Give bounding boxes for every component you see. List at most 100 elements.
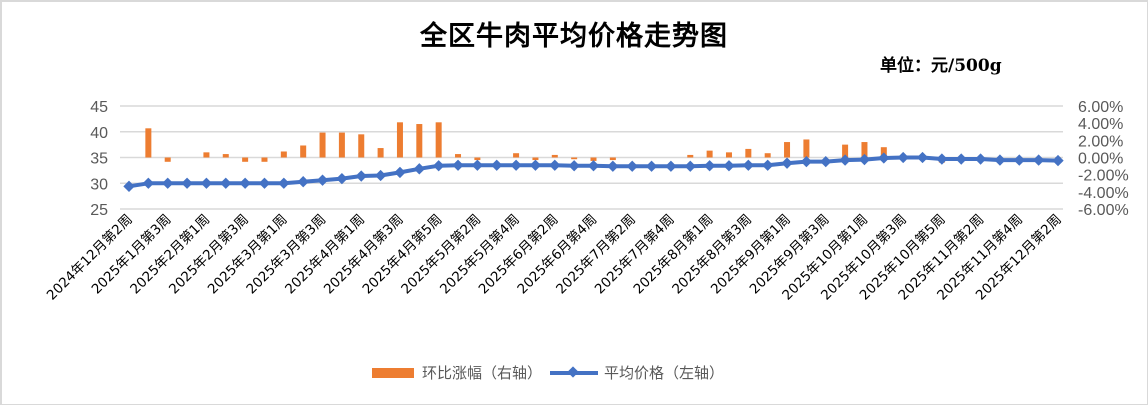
- price-marker: [1052, 154, 1064, 167]
- legend-bar-swatch: [372, 367, 414, 378]
- price-marker: [665, 160, 677, 172]
- bar: [203, 152, 210, 158]
- price-marker: [491, 159, 503, 171]
- price-marker: [936, 153, 948, 165]
- price-marker: [394, 166, 406, 179]
- bar: [590, 157, 597, 161]
- y-left-tick: 30: [90, 176, 108, 193]
- price-marker: [820, 155, 832, 168]
- y-right-tick: 2.00%: [1078, 133, 1123, 150]
- price-marker: [839, 154, 851, 166]
- price-marker: [645, 160, 658, 172]
- legend-line-swatch: [550, 370, 599, 375]
- bar: [280, 151, 287, 158]
- price-marker: [974, 153, 987, 165]
- chart-title: 全区牛肉平均价格走势图: [420, 21, 728, 52]
- y-left-tick: 40: [90, 125, 108, 142]
- bar: [377, 148, 384, 158]
- y-right-tick: -6.00%: [1078, 202, 1129, 219]
- y-right-tick: 6.00%: [1078, 99, 1123, 116]
- bar: [764, 153, 771, 158]
- price-marker: [220, 177, 232, 189]
- y-right-tick: -4.00%: [1078, 185, 1129, 202]
- y-right-tick: 4.00%: [1078, 116, 1123, 133]
- price-marker: [955, 153, 967, 165]
- price-marker: [878, 152, 890, 164]
- price-marker: [897, 151, 909, 164]
- price-marker: [607, 160, 619, 172]
- price-marker: [355, 170, 367, 182]
- bar: [571, 157, 578, 160]
- price-marker: [374, 169, 387, 182]
- price-marker: [297, 176, 309, 188]
- bar: [880, 147, 887, 158]
- price-marker: [742, 159, 754, 171]
- price-marker: [258, 177, 271, 189]
- bar: [261, 157, 268, 162]
- price-marker: [762, 159, 774, 171]
- price-marker: [239, 177, 251, 189]
- price-marker: [142, 177, 155, 189]
- bar: [416, 124, 423, 158]
- bar: [745, 148, 752, 158]
- price-marker: [684, 160, 696, 172]
- price-marker: [162, 177, 174, 189]
- bar: [861, 142, 868, 158]
- bar: [338, 132, 345, 158]
- price-marker: [529, 159, 542, 171]
- price-marker: [626, 160, 638, 172]
- unit-label: 单位：元/500g: [880, 56, 1002, 76]
- bar: [164, 157, 171, 162]
- bar: [242, 157, 249, 162]
- bar: [842, 144, 849, 158]
- bar: [222, 154, 229, 158]
- legend: 环比涨幅（右轴） 平均价格（左轴）: [372, 362, 724, 383]
- price-marker: [510, 159, 522, 171]
- price-marker: [1013, 154, 1025, 166]
- legend-line-label: 平均价格（左轴）: [604, 364, 725, 382]
- price-marker: [278, 177, 290, 189]
- bar: [474, 157, 481, 161]
- price-marker: [433, 160, 445, 172]
- bar: [551, 154, 558, 158]
- bar: [725, 152, 732, 158]
- y-left-tick: 45: [90, 99, 108, 116]
- price-marker: [123, 180, 135, 192]
- price-marker: [568, 160, 580, 172]
- bar: [532, 157, 539, 161]
- price-marker: [549, 159, 561, 171]
- price-marker: [858, 153, 871, 166]
- price-marker: [703, 160, 716, 172]
- price-marker: [800, 155, 813, 168]
- price-marker: [781, 157, 793, 169]
- price-marker: [452, 159, 464, 171]
- bar: [358, 134, 365, 158]
- price-marker: [471, 159, 484, 171]
- price-marker: [316, 174, 329, 186]
- price-marker: [994, 154, 1006, 166]
- bar: [513, 153, 520, 158]
- price-marker: [336, 172, 348, 185]
- legend-bar-label: 环比涨幅（右轴）: [422, 364, 543, 382]
- y-left-tick: 25: [90, 202, 108, 219]
- bar: [435, 122, 442, 158]
- bar: [300, 145, 307, 158]
- bar: [803, 139, 810, 158]
- price-marker: [916, 151, 929, 164]
- price-marker: [723, 160, 735, 172]
- price-marker: [1032, 154, 1045, 166]
- bar: [609, 157, 616, 161]
- bar: [455, 154, 462, 158]
- bar: [687, 154, 694, 158]
- y-right-tick: 0.00%: [1078, 151, 1123, 168]
- price-marker: [181, 177, 193, 189]
- price-marker: [587, 160, 600, 172]
- bar: [706, 150, 713, 158]
- y-right-tick: -2.00%: [1078, 168, 1129, 185]
- bar: [145, 128, 152, 158]
- price-marker: [413, 163, 425, 175]
- bar: [319, 132, 326, 158]
- price-marker: [200, 177, 213, 189]
